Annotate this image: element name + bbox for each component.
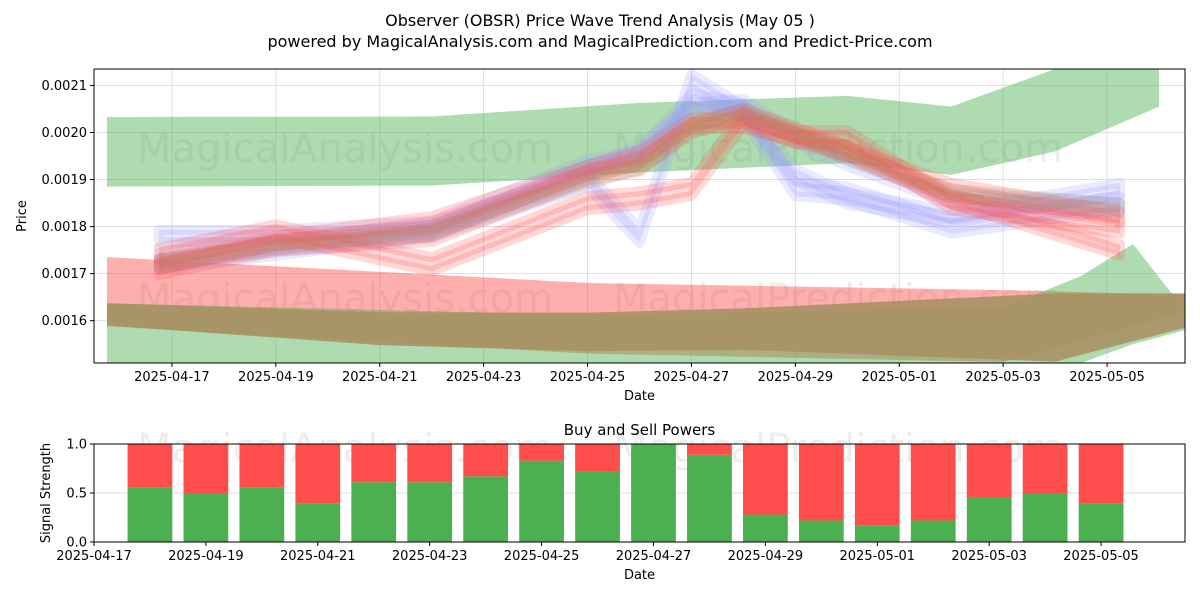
buy-bar bbox=[127, 487, 173, 542]
buy-bar bbox=[854, 525, 900, 542]
price-wave-blue bbox=[153, 69, 1126, 272]
price-wave-red bbox=[153, 106, 1126, 277]
y-tick-label: 0.0018 bbox=[42, 220, 88, 235]
buy-bar bbox=[463, 476, 509, 542]
sell-bar bbox=[351, 444, 397, 483]
x-tick-label: 2025-05-03 bbox=[965, 370, 1041, 385]
sell-bar bbox=[519, 444, 564, 461]
x-tick-label: 2025-04-19 bbox=[168, 549, 244, 564]
x-tick-label: 2025-04-23 bbox=[446, 370, 522, 385]
buy-bar bbox=[1078, 503, 1124, 542]
axes-frame bbox=[93, 68, 1186, 364]
buy-bar bbox=[631, 444, 676, 542]
x-tick-label: 2025-04-21 bbox=[280, 549, 356, 564]
watermark: MagicalPrediction.com bbox=[613, 126, 1063, 172]
price-wave-brown bbox=[153, 103, 1126, 274]
y-axis-ticks: 0.0016 0.0017 0.0018 0.0019 0.0020 0.0021 bbox=[42, 79, 94, 329]
x-tick-label: 2025-04-17 bbox=[134, 370, 210, 385]
bars bbox=[127, 444, 1124, 542]
sell-bar bbox=[1078, 444, 1124, 504]
buy-bar bbox=[687, 454, 732, 542]
buy-bar bbox=[743, 514, 788, 542]
trend-band-brown bbox=[106, 293, 1185, 362]
price-wave-red bbox=[153, 102, 1126, 281]
buy-bar bbox=[183, 493, 229, 542]
y-tick-label: 0.0017 bbox=[42, 267, 88, 282]
y-axis-ticks: 0.0 0.5 1.0 bbox=[66, 438, 94, 551]
buy-bar bbox=[966, 497, 1012, 542]
buy-bar bbox=[575, 471, 620, 542]
y-tick-label: 0.0021 bbox=[42, 79, 88, 94]
x-axis-label: Date bbox=[624, 389, 655, 404]
signal-chart: MagicalAnalysis.comMagicalPrediction.com… bbox=[39, 421, 1186, 583]
x-axis-ticks: 2025-04-17 2025-04-19 2025-04-21 2025-04-23… bbox=[134, 363, 1145, 385]
x-tick-label: 2025-04-29 bbox=[758, 370, 834, 385]
price-wave-red bbox=[153, 112, 1126, 275]
sell-bar bbox=[1022, 444, 1068, 493]
price-wave-blue bbox=[153, 88, 1126, 248]
x-tick-label: 2025-05-01 bbox=[861, 370, 937, 385]
price-wave-blue bbox=[153, 93, 1126, 275]
y-tick-label: 1.0 bbox=[66, 438, 87, 453]
y-tick-label: 0.0016 bbox=[42, 314, 88, 329]
sell-bar bbox=[743, 444, 788, 515]
sell-bar bbox=[127, 444, 173, 488]
x-tick-label: 2025-05-05 bbox=[1069, 370, 1145, 385]
price-chart: MagicalAnalysis.com MagicalPrediction.com… bbox=[15, 68, 1186, 404]
x-tick-label: 2025-04-23 bbox=[392, 549, 468, 564]
y-axis-label: Price bbox=[15, 200, 30, 232]
watermark: MagicalAnalysis.com bbox=[137, 126, 553, 172]
buy-bar bbox=[407, 482, 453, 542]
y-tick-label: 0.5 bbox=[66, 487, 87, 502]
sell-bar bbox=[687, 444, 732, 455]
buy-bar bbox=[798, 520, 844, 542]
sell-bar bbox=[910, 444, 956, 521]
sell-bar bbox=[239, 444, 285, 488]
buy-bar bbox=[1022, 493, 1068, 542]
signal-chart-title: Buy and Sell Powers bbox=[564, 421, 716, 439]
chart-title: Observer (OBSR) Price Wave Trend Analysi… bbox=[385, 11, 815, 30]
y-axis-label: Signal Strength bbox=[39, 443, 54, 543]
sell-bar bbox=[183, 444, 229, 493]
sell-bar bbox=[463, 444, 509, 477]
chart-subtitle: powered by MagicalAnalysis.com and Magic… bbox=[267, 32, 932, 51]
plot-layer bbox=[106, 69, 1185, 363]
x-axis-label: Date bbox=[624, 568, 655, 583]
sell-bar bbox=[407, 444, 453, 483]
trend-band-green bbox=[106, 69, 1160, 187]
y-tick-label: 0.0 bbox=[66, 536, 87, 551]
x-tick-label: 2025-05-03 bbox=[951, 549, 1027, 564]
x-tick-label: 2025-04-21 bbox=[342, 370, 418, 385]
x-tick-label: 2025-04-27 bbox=[654, 370, 730, 385]
buy-bar bbox=[910, 520, 956, 542]
x-tick-label: 2025-05-05 bbox=[1063, 549, 1139, 564]
sell-bar bbox=[966, 444, 1012, 498]
x-tick-label: 2025-04-29 bbox=[728, 549, 804, 564]
x-tick-label: 2025-04-25 bbox=[550, 370, 626, 385]
sell-bar bbox=[295, 444, 341, 504]
buy-bar bbox=[295, 503, 341, 542]
x-tick-label: 2025-04-27 bbox=[616, 549, 692, 564]
buy-bar bbox=[519, 460, 564, 542]
buy-bar bbox=[351, 482, 397, 542]
x-tick-label: 2025-04-17 bbox=[56, 549, 132, 564]
y-tick-label: 0.0019 bbox=[42, 173, 88, 188]
sell-bar bbox=[798, 444, 844, 521]
x-axis-ticks: 2025-04-17 2025-04-19 2025-04-21 2025-04-23… bbox=[56, 542, 1139, 564]
y-tick-label: 0.0020 bbox=[42, 126, 88, 141]
x-tick-label: 2025-04-25 bbox=[504, 549, 580, 564]
x-tick-label: 2025-05-01 bbox=[840, 549, 916, 564]
buy-bar bbox=[239, 487, 285, 542]
sell-bar bbox=[854, 444, 900, 526]
x-tick-label: 2025-04-19 bbox=[238, 370, 314, 385]
sell-bar bbox=[575, 444, 620, 472]
